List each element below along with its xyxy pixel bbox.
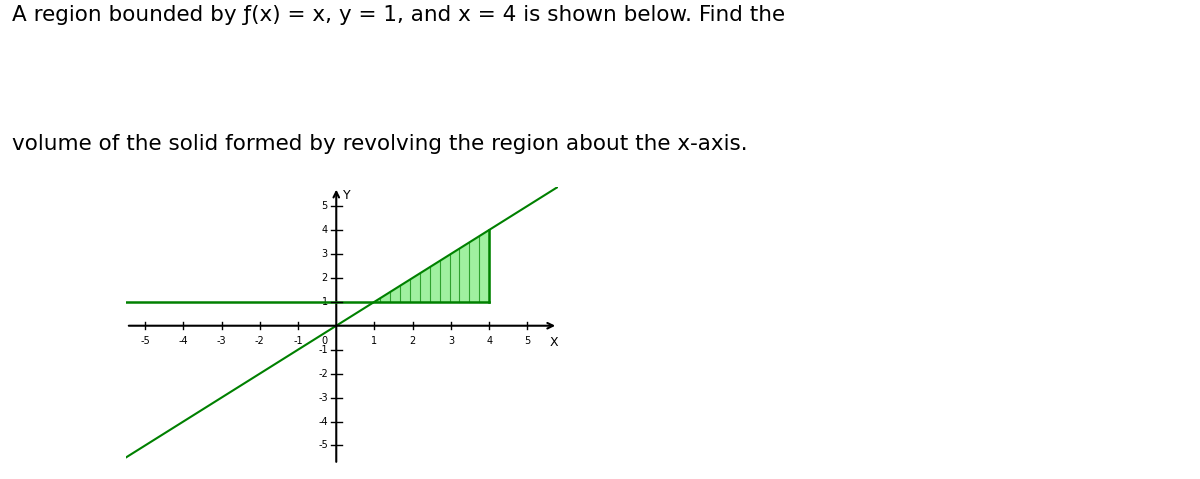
Text: 2: 2	[409, 336, 416, 346]
Text: 0: 0	[322, 336, 328, 346]
Text: -5: -5	[140, 336, 150, 346]
Text: A region bounded by ƒ(x) = x, y = 1, and x = 4 is shown below. Find the: A region bounded by ƒ(x) = x, y = 1, and…	[12, 5, 785, 25]
Text: -5: -5	[318, 441, 328, 450]
Text: 2: 2	[322, 273, 328, 283]
Text: -1: -1	[293, 336, 302, 346]
Text: Y: Y	[343, 189, 350, 202]
Text: -2: -2	[318, 369, 328, 378]
Text: 5: 5	[524, 336, 530, 346]
Text: 1: 1	[372, 336, 378, 346]
Text: 4: 4	[486, 336, 492, 346]
Text: -4: -4	[179, 336, 188, 346]
Text: -3: -3	[217, 336, 227, 346]
Text: 4: 4	[322, 225, 328, 235]
Text: -4: -4	[318, 417, 328, 426]
Text: X: X	[550, 336, 558, 350]
Text: 1: 1	[322, 297, 328, 307]
Text: 5: 5	[322, 201, 328, 211]
Text: 3: 3	[322, 249, 328, 259]
Text: -1: -1	[318, 345, 328, 354]
Text: volume of the solid formed by revolving the region about the x-axis.: volume of the solid formed by revolving …	[12, 134, 748, 154]
Text: -2: -2	[254, 336, 265, 346]
Text: -3: -3	[318, 393, 328, 402]
Text: 3: 3	[448, 336, 454, 346]
